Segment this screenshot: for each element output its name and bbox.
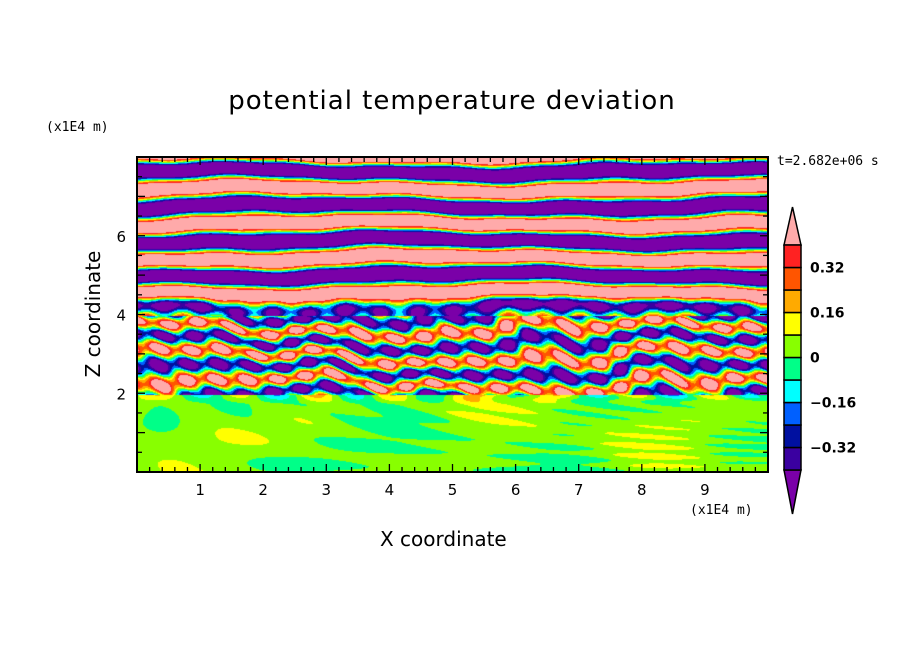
- colorbar-box: [783, 401, 802, 426]
- colorbar-box: [783, 289, 802, 314]
- colorbar-box: [783, 424, 802, 449]
- colorbar-tick-label: −0.16: [810, 396, 856, 412]
- x-tick-label: 2: [258, 481, 268, 499]
- colorbar-tick-label: 0.16: [810, 306, 845, 322]
- colorbar-box: [783, 334, 802, 359]
- colorbar-box: [783, 266, 802, 291]
- z-tick-label: 4: [116, 307, 126, 325]
- x-tick-label: 3: [322, 481, 332, 499]
- colorbar-tick-label: 0: [810, 351, 820, 367]
- chart-title: potential temperature deviation: [228, 86, 676, 116]
- x-axis-label: X coordinate: [380, 527, 507, 551]
- colorbar-tick-label: −0.32: [810, 441, 856, 457]
- colorbar-box: [783, 379, 802, 404]
- x-axis-unit: (x1E4 m): [690, 503, 753, 518]
- colorbar-extend-max: [783, 206, 802, 246]
- x-tick-label: 8: [637, 481, 647, 499]
- x-tick-label: 4: [385, 481, 395, 499]
- z-axis-unit: (x1E4 m): [46, 120, 109, 135]
- plot-frame: [136, 156, 769, 473]
- z-axis-label: Z coordinate: [81, 250, 105, 378]
- x-tick-label: 9: [700, 481, 710, 499]
- colorbar-box: [783, 356, 802, 381]
- colorbar-tick-label: 0.32: [810, 261, 845, 277]
- x-tick-label: 6: [511, 481, 521, 499]
- time-label: t=2.682e+06 s: [777, 154, 879, 169]
- x-tick-label: 1: [195, 481, 205, 499]
- contour-field: [137, 157, 769, 473]
- colorbar-extend-min: [783, 469, 802, 515]
- colorbar-box: [783, 311, 802, 336]
- z-tick-label: 2: [116, 385, 126, 403]
- x-tick-label: 5: [448, 481, 458, 499]
- colorbar-box: [783, 446, 802, 471]
- z-tick-label: 6: [116, 228, 126, 246]
- x-tick-label: 7: [574, 481, 584, 499]
- colorbar-box: [783, 244, 802, 269]
